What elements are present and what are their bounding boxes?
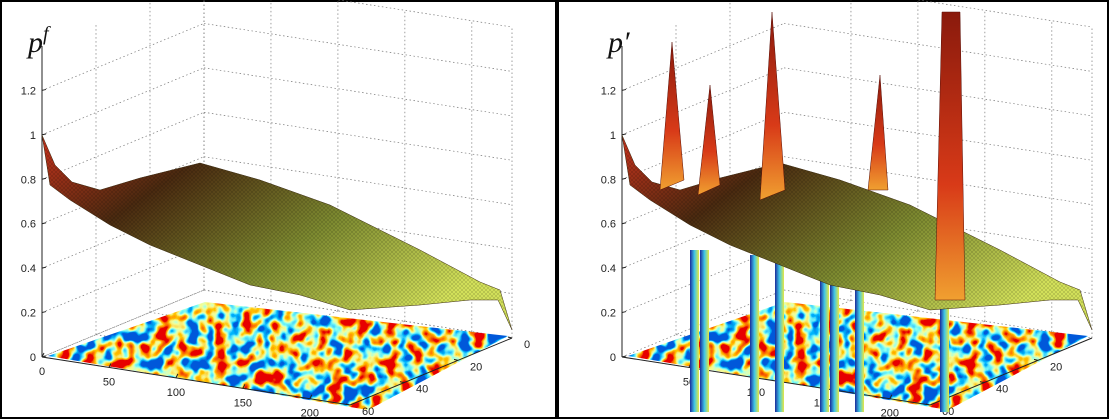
grid-line xyxy=(204,0,512,27)
y-tick-label: 20 xyxy=(470,361,482,373)
z-tick-label: 0.6 xyxy=(21,219,36,231)
z-tick-label: 0.2 xyxy=(21,308,36,320)
title-superscript: f xyxy=(43,23,51,45)
grid-line xyxy=(622,23,784,90)
x-tick-label: 200 xyxy=(881,408,899,419)
surface-spike xyxy=(660,42,684,190)
title-base: p xyxy=(26,26,43,59)
x-tick-label: 100 xyxy=(167,387,185,399)
x-tick-label: 150 xyxy=(234,397,252,409)
surface-drop xyxy=(690,250,699,412)
surface-drop xyxy=(750,255,759,412)
surface-spike xyxy=(868,75,888,190)
tick-mark xyxy=(622,223,626,224)
tick-mark xyxy=(622,267,626,268)
surface-spike xyxy=(698,85,720,195)
z-tick-label: 1.2 xyxy=(601,85,616,97)
z-tick-label: 0.8 xyxy=(21,174,36,186)
z-tick-label: 0.4 xyxy=(21,263,36,275)
y-tick-label: 20 xyxy=(1050,361,1062,373)
tick-mark xyxy=(622,134,626,135)
grid-line xyxy=(204,68,512,116)
grid-line xyxy=(42,23,204,90)
tick-mark xyxy=(42,89,46,90)
y-tick-label: 60 xyxy=(362,406,374,418)
grid-line xyxy=(204,112,512,160)
surface-drop xyxy=(820,275,829,412)
tick-mark xyxy=(42,223,46,224)
grid-line xyxy=(42,68,204,135)
grid-line xyxy=(204,23,512,71)
y-tick-label: 40 xyxy=(416,384,428,396)
tick-mark xyxy=(622,356,626,357)
z-tick-label: 0.6 xyxy=(601,219,616,231)
x-tick-label: 200 xyxy=(301,408,319,419)
tick-mark xyxy=(622,312,626,313)
tick-mark xyxy=(42,178,46,179)
surface-spike xyxy=(935,12,965,300)
tick-mark xyxy=(42,267,46,268)
y-tick-label: 40 xyxy=(996,384,1008,396)
grid-line xyxy=(784,112,1092,160)
panel: 00.20.40.60.811.250100150200204060p′ xyxy=(601,0,1092,419)
z-tick-label: 1 xyxy=(30,130,36,142)
grid-line xyxy=(784,68,1092,116)
tick-mark xyxy=(42,134,46,135)
surface-drop xyxy=(940,300,949,412)
x-tick-label: 50 xyxy=(103,376,115,388)
z-tick-label: 0.2 xyxy=(601,308,616,320)
z-tick-label: 0.8 xyxy=(601,174,616,186)
z-tick-label: 0 xyxy=(30,352,36,364)
tick-mark xyxy=(622,178,626,179)
title-base: p′ xyxy=(606,26,630,59)
surface-drop xyxy=(700,250,709,412)
y-tick-label: 0 xyxy=(524,339,530,351)
surface-mesh xyxy=(42,135,512,330)
surface-spike xyxy=(760,12,785,200)
panel: 0 0.2 0.4 0.6 0.8 1 1.2 0 50 100 150 200 0 20 40 60 pf xyxy=(21,0,530,419)
figure: 00.20.40.60.811.20501001502000204060pf 0… xyxy=(0,0,1109,419)
grid-line xyxy=(622,68,784,135)
x-tick-label: 0 xyxy=(39,366,45,378)
tick-mark xyxy=(42,312,46,313)
grid-line xyxy=(784,0,1092,27)
z-tick-label: 1 xyxy=(610,130,616,142)
z-tick-label: 0 xyxy=(610,352,616,364)
surface-drop xyxy=(855,290,864,412)
grid-line xyxy=(784,23,1092,71)
surface-drop xyxy=(830,270,839,412)
panel-title: p′ xyxy=(606,26,630,59)
z-tick-label: 0.4 xyxy=(601,263,616,275)
tick-mark xyxy=(622,89,626,90)
panel-title: pf xyxy=(26,23,51,59)
z-tick-label: 1.2 xyxy=(21,85,36,97)
tick-mark xyxy=(508,337,512,338)
surface-drop xyxy=(775,255,784,412)
